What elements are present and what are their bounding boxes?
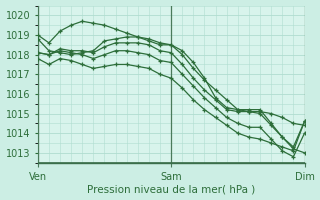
X-axis label: Pression niveau de la mer( hPa ): Pression niveau de la mer( hPa ) [87, 184, 255, 194]
